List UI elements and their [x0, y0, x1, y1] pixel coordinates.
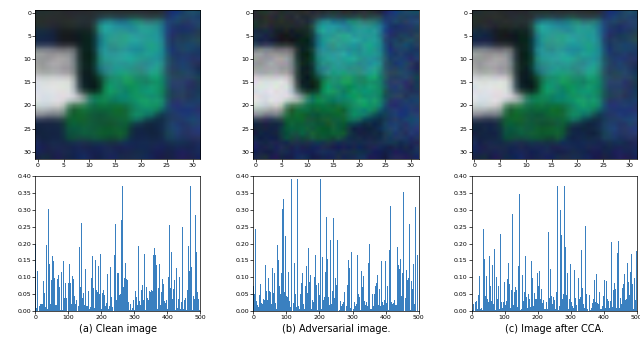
- X-axis label: (a) Clean image: (a) Clean image: [79, 324, 157, 335]
- X-axis label: (c) Image after CCA.: (c) Image after CCA.: [505, 324, 604, 335]
- X-axis label: (b) Adversarial image.: (b) Adversarial image.: [282, 324, 390, 335]
